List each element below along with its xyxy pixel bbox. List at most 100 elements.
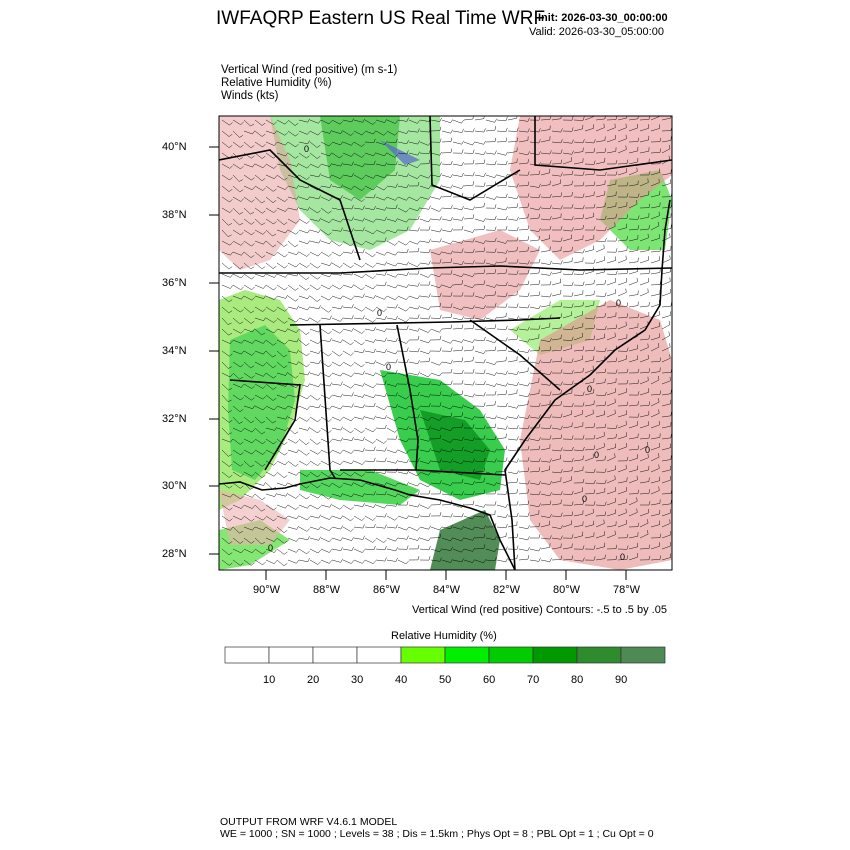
- wind-barb: [639, 465, 650, 473]
- wind-barb: [628, 301, 639, 308]
- wind-barb: [420, 490, 431, 495]
- wind-barb: [507, 545, 519, 550]
- wind-barb: [221, 174, 233, 181]
- border-fl: [340, 469, 506, 476]
- wind-barb: [551, 434, 563, 440]
- wind-barb: [298, 118, 310, 123]
- wind-barb: [331, 416, 343, 421]
- wind-barb: [331, 525, 343, 530]
- wind-barb: [628, 157, 639, 165]
- wind-barb: [232, 361, 244, 368]
- wind-barb: [628, 344, 638, 352]
- wind-barb: [441, 458, 453, 463]
- wind-barb: [463, 437, 475, 442]
- wind-barb: [287, 119, 299, 126]
- colorbar-label: 70: [527, 674, 540, 686]
- wind-barb: [606, 278, 616, 286]
- wind-barb: [595, 215, 607, 220]
- wind-barb: [298, 284, 310, 291]
- wind-barb: [507, 404, 519, 409]
- wind-barb: [276, 174, 288, 181]
- wind-barb: [232, 130, 244, 138]
- wind-barb: [584, 520, 595, 528]
- wind-barb: [221, 427, 232, 435]
- wind-barb: [232, 493, 244, 500]
- wind-barb: [375, 306, 387, 312]
- wind-barb: [265, 196, 277, 203]
- wind-barb: [639, 530, 649, 539]
- wind-barb: [573, 531, 584, 539]
- wind-barb: [364, 372, 376, 376]
- map-panel: 0 0 0 0 0 0 0 0 0 0: [219, 116, 672, 570]
- border-oh: [429, 116, 521, 201]
- lon-label: 78°W: [613, 584, 641, 596]
- wind-barb: [375, 251, 387, 256]
- wind-barb: [375, 392, 387, 397]
- wind-barb: [353, 460, 365, 465]
- wind-barb: [441, 513, 453, 518]
- wind-barb: [397, 130, 409, 134]
- wind-barb: [397, 559, 409, 565]
- wind-barb: [496, 445, 508, 451]
- wind-barb: [584, 480, 596, 485]
- wind-barb: [628, 313, 640, 319]
- wind-barb: [485, 174, 497, 178]
- wind-barb: [375, 141, 387, 145]
- wind-barb: [463, 338, 475, 343]
- wind-barb: [375, 237, 387, 242]
- wind-barb: [298, 383, 310, 387]
- wind-barb: [584, 234, 595, 242]
- wind-barb: [353, 196, 365, 202]
- humidity-area-south-core: [420, 410, 490, 480]
- wind-barb: [309, 460, 321, 466]
- wind-barb: [364, 446, 376, 451]
- wind-barb: [540, 260, 552, 265]
- wind-barb: [364, 438, 376, 444]
- wind-barb: [595, 479, 607, 484]
- wind-barb: [265, 526, 277, 533]
- wind-barb: [562, 389, 573, 396]
- wind-barb: [364, 194, 376, 199]
- wind-barb: [573, 455, 584, 462]
- wind-barb: [485, 536, 497, 541]
- wind-barb: [463, 238, 475, 243]
- wind-barb: [287, 251, 299, 256]
- wind-barb: [617, 145, 627, 154]
- wind-barb: [640, 171, 651, 176]
- wind-barb: [353, 447, 365, 452]
- wind-barb: [254, 218, 266, 226]
- wind-barb: [298, 206, 310, 211]
- wind-barb: [540, 150, 552, 155]
- wind-barb: [518, 314, 530, 319]
- wind-barb: [507, 554, 518, 561]
- wind-barb: [474, 513, 486, 518]
- wind-barb: [452, 412, 463, 418]
- wind-barb: [243, 229, 255, 236]
- wind-barb: [496, 269, 507, 275]
- wind-barb: [342, 493, 354, 498]
- wind-barb: [265, 185, 277, 192]
- wind-barb: [529, 128, 541, 133]
- wind-barb: [397, 184, 409, 189]
- wind-barb: [276, 119, 288, 125]
- wind-barb: [650, 398, 660, 407]
- wind-barb: [331, 361, 343, 367]
- wind-barb: [331, 547, 343, 551]
- wind-barb: [331, 350, 343, 357]
- wind-barb: [375, 524, 387, 529]
- wind-barb: [606, 398, 616, 407]
- wind-barb: [364, 524, 376, 529]
- wind-barb: [342, 339, 354, 346]
- wind-barb: [287, 515, 299, 520]
- wind-barb: [485, 324, 497, 330]
- wind-barb: [595, 519, 605, 528]
- wind-barb: [452, 390, 464, 396]
- wind-barb: [298, 273, 310, 280]
- wind-barb: [441, 392, 453, 397]
- wind-barb: [386, 251, 398, 256]
- wind-barb: [419, 437, 431, 442]
- wind-barb: [463, 284, 475, 289]
- wind-barb: [298, 438, 310, 445]
- wind-barb: [529, 246, 540, 253]
